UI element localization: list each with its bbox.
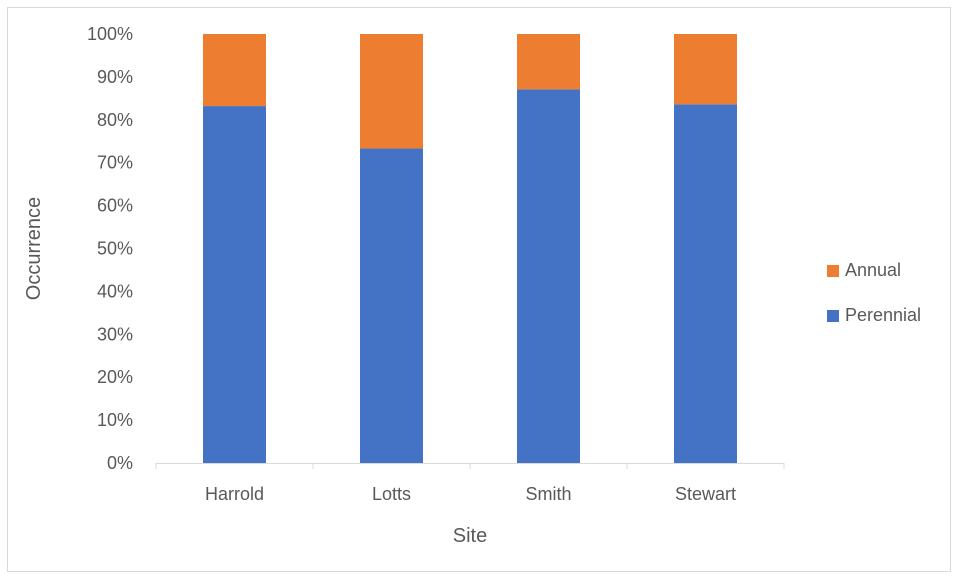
y-tick-label: 40% (97, 281, 133, 301)
y-axis-title: Occurrence (23, 197, 45, 300)
bar-perennial-stewart (674, 104, 737, 464)
bar-perennial-smith (517, 89, 580, 463)
x-tick-label: Stewart (675, 484, 736, 504)
y-tick-label: 90% (97, 67, 133, 87)
bars-layer (203, 34, 737, 464)
x-tick-labels: Harrold Lotts Smith Stewart (205, 484, 736, 504)
legend-swatch-annual (827, 265, 839, 277)
bar-annual-lotts (360, 34, 423, 149)
x-tick-label: Harrold (205, 484, 264, 504)
y-tick-label: 100% (87, 24, 133, 44)
legend-label-perennial: Perennial (845, 305, 921, 325)
bar-annual-harrold (203, 34, 266, 107)
y-tick-label: 60% (97, 196, 133, 216)
x-tick-marks (155, 463, 785, 469)
legend: Annual Perennial (827, 260, 921, 325)
y-tick-label: 0% (107, 453, 133, 473)
y-tick-label: 20% (97, 367, 133, 387)
bar-perennial-harrold (203, 106, 266, 463)
x-axis-title: Site (453, 525, 487, 547)
y-tick-label: 70% (97, 153, 133, 173)
legend-swatch-perennial (827, 310, 839, 322)
x-tick-label: Smith (525, 484, 571, 504)
y-tick-label: 50% (97, 239, 133, 259)
y-tick-label: 10% (97, 410, 133, 430)
y-tick-label: 30% (97, 324, 133, 344)
bar-annual-smith (517, 34, 580, 90)
y-tick-labels: 0% 10% 20% 30% 40% 50% 60% 70% 80% 90% 100% (87, 24, 133, 473)
y-tick-label: 80% (97, 110, 133, 130)
x-tick-label: Lotts (372, 484, 411, 504)
bar-annual-stewart (674, 34, 737, 105)
legend-label-annual: Annual (845, 260, 901, 280)
bar-perennial-lotts (360, 148, 423, 464)
chart-frame (7, 7, 951, 572)
